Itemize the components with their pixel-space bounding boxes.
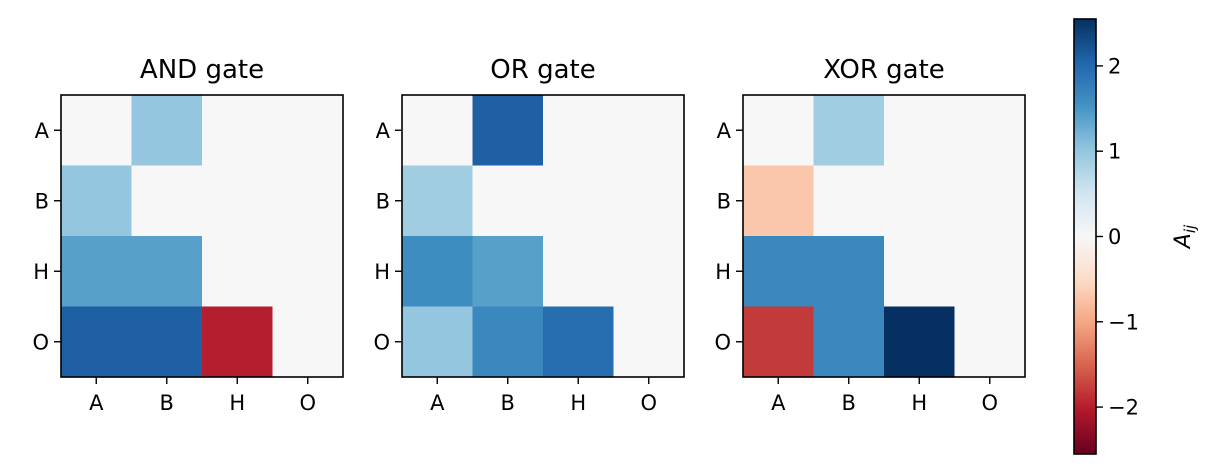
or-gate-xtick-label: B	[501, 391, 515, 415]
or-gate-cell-O-B	[472, 306, 544, 378]
xor-gate-xtick-label: A	[771, 391, 786, 415]
and-gate-cell-B-B	[131, 165, 203, 237]
xor-gate-title: XOR gate	[823, 55, 945, 85]
and-gate-cell-B-A	[61, 165, 133, 237]
xor-gate-ytick-label: B	[717, 189, 731, 213]
and-gate-cell-O-O	[272, 306, 344, 378]
or-gate-cell-A-A	[402, 95, 474, 167]
and-gate-cell-O-B	[131, 306, 203, 378]
or-gate-cell-B-O	[613, 165, 685, 237]
or-gate-cell-A-H	[543, 95, 615, 167]
colorbar-tick-label: 0	[1108, 225, 1121, 249]
colorbar-gradient	[1074, 19, 1096, 454]
and-gate-xtick-label: O	[299, 391, 316, 415]
and-gate-xtick-label: A	[89, 391, 104, 415]
xor-gate-cell-O-O	[954, 306, 1026, 378]
or-gate-ytick-label: H	[374, 260, 390, 284]
xor-gate-cell-H-A	[743, 236, 815, 308]
or-gate-cell-A-O	[613, 95, 685, 167]
xor-gate-cell-H-H	[884, 236, 956, 308]
xor-gate-ytick-label: A	[717, 119, 732, 143]
and-gate-panel: AND gate A B H O A B H O	[32, 55, 344, 415]
or-gate-xtick-label: A	[430, 391, 445, 415]
or-gate-cell-H-A	[402, 236, 474, 308]
or-gate-ytick-label: A	[376, 119, 391, 143]
colorbar-tick-label: 1	[1108, 140, 1121, 164]
xor-gate-cell-H-O	[954, 236, 1026, 308]
or-gate-cell-O-A	[402, 306, 474, 378]
and-gate-cell-A-B	[131, 95, 203, 167]
and-gate-ytick-label: O	[32, 330, 49, 354]
colorbar-label-subscript: ij	[1181, 224, 1199, 233]
xor-gate-panel: XOR gate A B H O A B H O	[714, 55, 1026, 415]
or-gate-ytick-label: O	[373, 330, 390, 354]
xor-gate-ytick-label: O	[714, 330, 731, 354]
xor-gate-ytick-label: H	[715, 260, 731, 284]
colorbar-tick-label: 2	[1108, 54, 1121, 78]
and-gate-xtick-label: B	[160, 391, 174, 415]
xor-gate-xtick-label: B	[842, 391, 856, 415]
xor-gate-cell-B-A	[743, 165, 815, 237]
and-gate-cell-O-H	[202, 306, 274, 378]
heatmap-panels: AND gate A B H O A B H O OR gate A B H O A B H O XOR gate A…	[32, 55, 1026, 415]
or-gate-cell-H-H	[543, 236, 615, 308]
or-gate-title: OR gate	[490, 55, 595, 85]
or-gate-ytick-label: B	[376, 189, 390, 213]
and-gate-cell-A-O	[272, 95, 344, 167]
xor-gate-cell-B-O	[954, 165, 1026, 237]
or-gate-xtick-label: H	[570, 391, 586, 415]
and-gate-title: AND gate	[140, 55, 264, 85]
xor-gate-xtick-label: O	[981, 391, 998, 415]
xor-gate-cell-B-B	[813, 165, 885, 237]
and-gate-ytick-label: H	[33, 260, 49, 284]
xor-gate-xtick-label: H	[911, 391, 927, 415]
xor-gate-cell-A-O	[954, 95, 1026, 167]
and-gate-cell-H-O	[272, 236, 344, 308]
or-gate-panel: OR gate A B H O A B H O	[373, 55, 685, 415]
xor-gate-cell-A-H	[884, 95, 956, 167]
and-gate-cell-O-A	[61, 306, 133, 378]
xor-gate-cell-A-A	[743, 95, 815, 167]
or-gate-cell-B-B	[472, 165, 544, 237]
xor-gate-cell-O-B	[813, 306, 885, 378]
and-gate-ytick-label: A	[35, 119, 50, 143]
or-gate-cell-O-H	[543, 306, 615, 378]
colorbar: 2 1 0 −1 −2 Aij	[1073, 18, 1199, 455]
xor-gate-axes-frame	[742, 94, 1026, 378]
and-gate-cell-B-H	[202, 165, 274, 237]
or-gate-cell-H-O	[613, 236, 685, 308]
or-gate-cell-A-B	[472, 95, 544, 167]
or-gate-xtick-label: O	[640, 391, 657, 415]
and-gate-cell-H-B	[131, 236, 203, 308]
and-gate-xtick-label: H	[229, 391, 245, 415]
and-gate-cell-B-O	[272, 165, 344, 237]
xor-gate-cell-B-H	[884, 165, 956, 237]
and-gate-ytick-label: B	[35, 189, 49, 213]
and-gate-cell-H-H	[202, 236, 274, 308]
or-gate-cell-H-B	[472, 236, 544, 308]
xor-gate-cell-H-B	[813, 236, 885, 308]
or-gate-cell-B-H	[543, 165, 615, 237]
or-gate-cell-O-O	[613, 306, 685, 378]
colorbar-tick-label: −2	[1108, 396, 1139, 420]
colorbar-tick-label: −1	[1108, 310, 1139, 334]
colorbar-label: Aij	[1171, 224, 1199, 250]
and-gate-cell-A-H	[202, 95, 274, 167]
xor-gate-cell-O-H	[884, 306, 956, 378]
or-gate-axes-frame	[401, 94, 685, 378]
xor-gate-cell-A-B	[813, 95, 885, 167]
and-gate-cell-H-A	[61, 236, 133, 308]
and-gate-cell-A-A	[61, 95, 133, 167]
and-gate-axes-frame	[60, 94, 344, 378]
or-gate-cell-B-A	[402, 165, 474, 237]
xor-gate-cell-O-A	[743, 306, 815, 378]
